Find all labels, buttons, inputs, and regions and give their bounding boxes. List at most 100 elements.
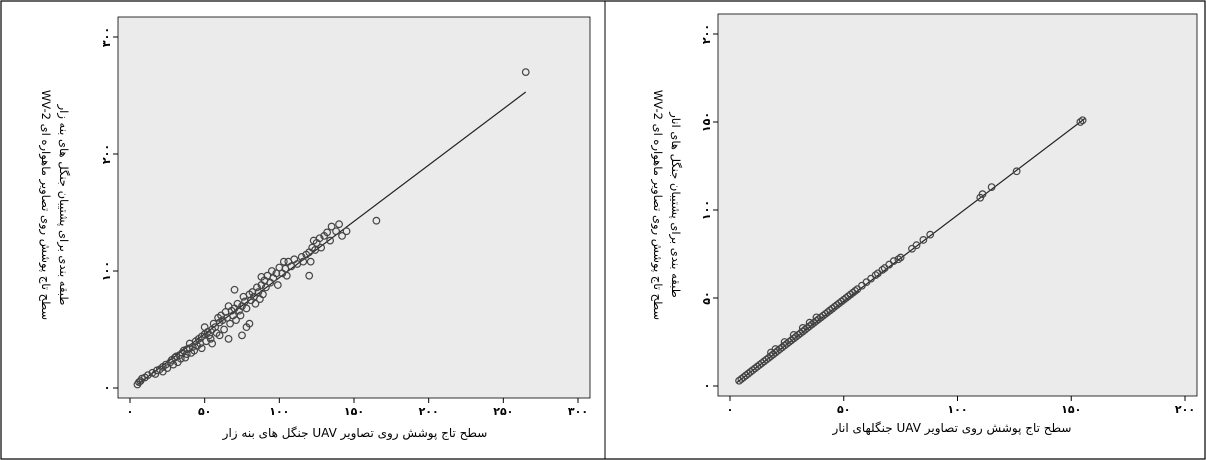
data-point <box>161 360 170 369</box>
data-point <box>282 271 291 280</box>
data-point <box>230 285 239 294</box>
data-point <box>812 313 821 322</box>
data-point <box>220 325 228 334</box>
data-point <box>871 271 880 280</box>
y-tick-label: ۱۰۰ <box>700 200 713 220</box>
data-point <box>242 304 251 313</box>
data-point <box>236 311 245 320</box>
data-point <box>889 257 898 265</box>
data-point <box>261 283 270 292</box>
x-tick-label: ۲۰۰ <box>419 405 439 418</box>
data-point <box>238 331 246 340</box>
data-point <box>245 319 254 328</box>
y-axis-title-line: سطح تاج پوشش روی تصاویر ماهواره ای WV-2 <box>650 90 665 320</box>
data-point <box>197 344 206 353</box>
data-point <box>798 324 807 332</box>
data-point <box>279 257 288 266</box>
y-axis-title-line: سطح تاج پوشش روی تصاویر ماهواره ای WV-2 <box>38 90 53 320</box>
chart-right: ۰ ۵۰ ۱۰۰ ۱۵۰ ۲۰۰ ۰ ۵۰ ۱۰۰ ۱۵۰ ۲۰۰ سطح تاج پوشش روی… <box>650 13 1198 436</box>
data-point <box>254 288 263 296</box>
data-point <box>315 234 324 243</box>
data-point <box>208 339 217 348</box>
data-point <box>332 227 340 236</box>
data-point <box>169 360 178 369</box>
data-point <box>232 316 240 325</box>
data-point <box>205 331 214 340</box>
data-point <box>1076 118 1085 126</box>
data-point <box>851 287 860 295</box>
data-point <box>338 231 346 240</box>
data-point <box>297 253 306 261</box>
data-point <box>878 265 887 274</box>
data-point <box>1012 167 1021 176</box>
data-point <box>894 255 903 264</box>
data-point <box>323 228 332 237</box>
data-point <box>203 327 212 336</box>
data-point <box>926 230 935 239</box>
x-tick-label: ۳۰۰ <box>568 405 588 418</box>
data-point <box>372 216 381 225</box>
data-point <box>335 220 343 229</box>
y-tick-label: ۰ <box>100 385 113 392</box>
x-tick-label: ۰ <box>727 403 734 416</box>
y-tick-label: ۲۰۰ <box>100 144 113 164</box>
data-point <box>182 350 191 358</box>
data-point <box>259 290 267 299</box>
data-point <box>188 343 197 351</box>
y-axis-title-line: طبقه بندی برای پشتیبان جنگل های انار <box>668 111 683 297</box>
data-point <box>163 364 172 373</box>
data-point <box>306 257 315 266</box>
data-point <box>248 288 257 296</box>
y-tick-label: ۳۰۰ <box>100 27 113 47</box>
x-tick-label: ۲۰۰ <box>1175 403 1195 416</box>
data-point <box>144 371 152 380</box>
chart-left: ۰ ۵۰ ۱۰۰ ۱۵۰ ۲۰۰ ۲۵۰ ۳۰۰ ۰ ۱۰۰ ۲۰۰ ۳۰۰ سطح تاج پوشش… <box>38 16 591 441</box>
data-point <box>224 334 233 343</box>
data-point <box>181 353 190 362</box>
data-point <box>226 319 234 328</box>
data-point <box>218 316 227 325</box>
data-point <box>327 222 336 231</box>
data-point <box>253 283 261 292</box>
data-point <box>273 281 282 289</box>
data-point <box>987 183 996 192</box>
data-point <box>326 236 335 245</box>
x-tick-label: ۰ <box>127 405 134 418</box>
data-point <box>299 257 308 266</box>
data-point <box>789 331 798 339</box>
x-tick-label: ۱۵۰ <box>1061 403 1081 416</box>
data-point <box>233 299 242 308</box>
data-point <box>919 236 928 244</box>
data-point <box>912 241 921 250</box>
data-point <box>521 68 530 76</box>
data-point <box>342 227 351 236</box>
y-tick-label: ۱۵۰ <box>700 112 713 132</box>
y-tick-label: ۲۰۰ <box>700 24 713 44</box>
x-axis-title: سطح تاج پوشش روی تصاویر UAV جنگل های بنه… <box>222 426 488 441</box>
data-point <box>780 338 789 346</box>
y-tick-label: ۵۰ <box>700 291 713 304</box>
plot-area <box>117 16 591 399</box>
x-tick-label: ۲۵۰ <box>493 405 513 418</box>
data-point <box>305 271 314 280</box>
data-point <box>267 267 276 275</box>
x-tick-label: ۵۰ <box>837 403 850 416</box>
data-point <box>206 334 215 343</box>
x-tick-label: ۱۰۰ <box>269 405 289 418</box>
data-point <box>978 190 987 199</box>
x-tick-label: ۱۰۰ <box>947 403 967 416</box>
x-tick-label: ۵۰ <box>198 405 211 418</box>
x-axis-title: سطح تاج پوشش روی تصاویر UAV جنگلهای انار <box>832 421 1072 436</box>
x-tick-label: ۱۵۰ <box>344 405 364 418</box>
data-point <box>272 269 281 278</box>
data-point <box>251 299 260 308</box>
data-point <box>771 345 780 353</box>
data-point <box>317 243 326 252</box>
y-tick-label: ۰ <box>700 383 713 390</box>
data-point <box>896 253 905 262</box>
data-point <box>215 331 224 340</box>
y-axis-title-line: طبقه بندی برای پشتیبان جنگل های بنه زار <box>56 104 71 306</box>
